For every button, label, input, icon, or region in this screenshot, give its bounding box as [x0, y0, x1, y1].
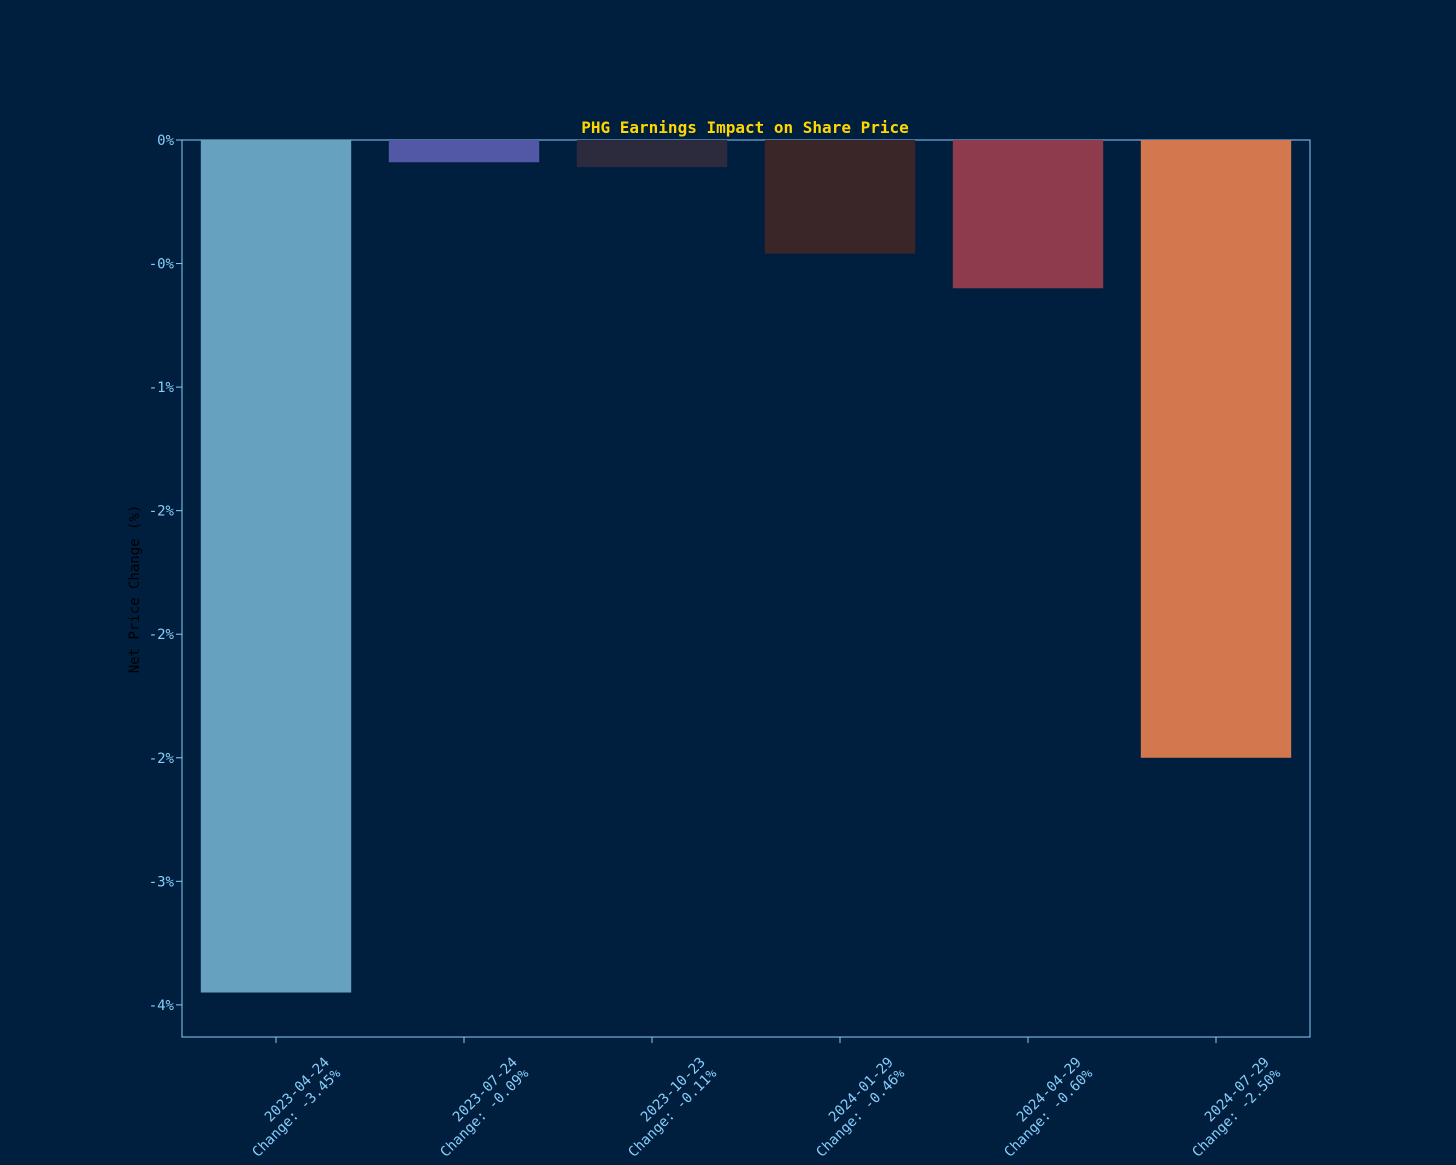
plot-frame — [181, 139, 1311, 1038]
y-tick-label: -2% — [149, 627, 175, 643]
y-tick-label: -1% — [149, 380, 175, 396]
bar-2024-07-29 — [1140, 140, 1292, 758]
y-tick-label: -2% — [149, 504, 175, 520]
bars-layer — [200, 140, 1292, 993]
bar-2023-07-24 — [388, 140, 540, 163]
x-ticks: 2023-04-24Change: -3.45% 2023-07-24Change… — [238, 1037, 1285, 1161]
y-axis-label: Net Price Change (%) — [127, 505, 143, 674]
x-tick-label: 2024-07-29Change: -2.50% — [1178, 1054, 1284, 1160]
bar-2023-04-24 — [200, 140, 352, 993]
y-tick-label: -0% — [149, 257, 175, 273]
y-tick-label: -2% — [149, 751, 175, 767]
chart-title: PHG Earnings Impact on Share Price — [581, 118, 909, 137]
x-tick-label: 2024-01-29Change: -0.46% — [802, 1054, 908, 1160]
bar-2024-01-29 — [764, 140, 916, 254]
bar-2023-10-23 — [576, 140, 728, 168]
y-tick-label: 0% — [157, 133, 174, 149]
bar-2024-04-29 — [952, 140, 1104, 289]
y-ticks: 0% -0% -1% -2% -2% -2% -3% -4% — [149, 133, 182, 1014]
x-tick-label: 2023-10-23Change: -0.11% — [614, 1054, 720, 1160]
y-tick-label: -4% — [149, 998, 175, 1014]
x-tick-label: 2023-04-24Change: -3.45% — [238, 1054, 344, 1160]
x-tick-label: 2024-04-29Change: -0.60% — [990, 1054, 1096, 1160]
y-tick-label: -3% — [149, 874, 175, 890]
x-tick-label: 2023-07-24Change: -0.09% — [426, 1054, 532, 1160]
